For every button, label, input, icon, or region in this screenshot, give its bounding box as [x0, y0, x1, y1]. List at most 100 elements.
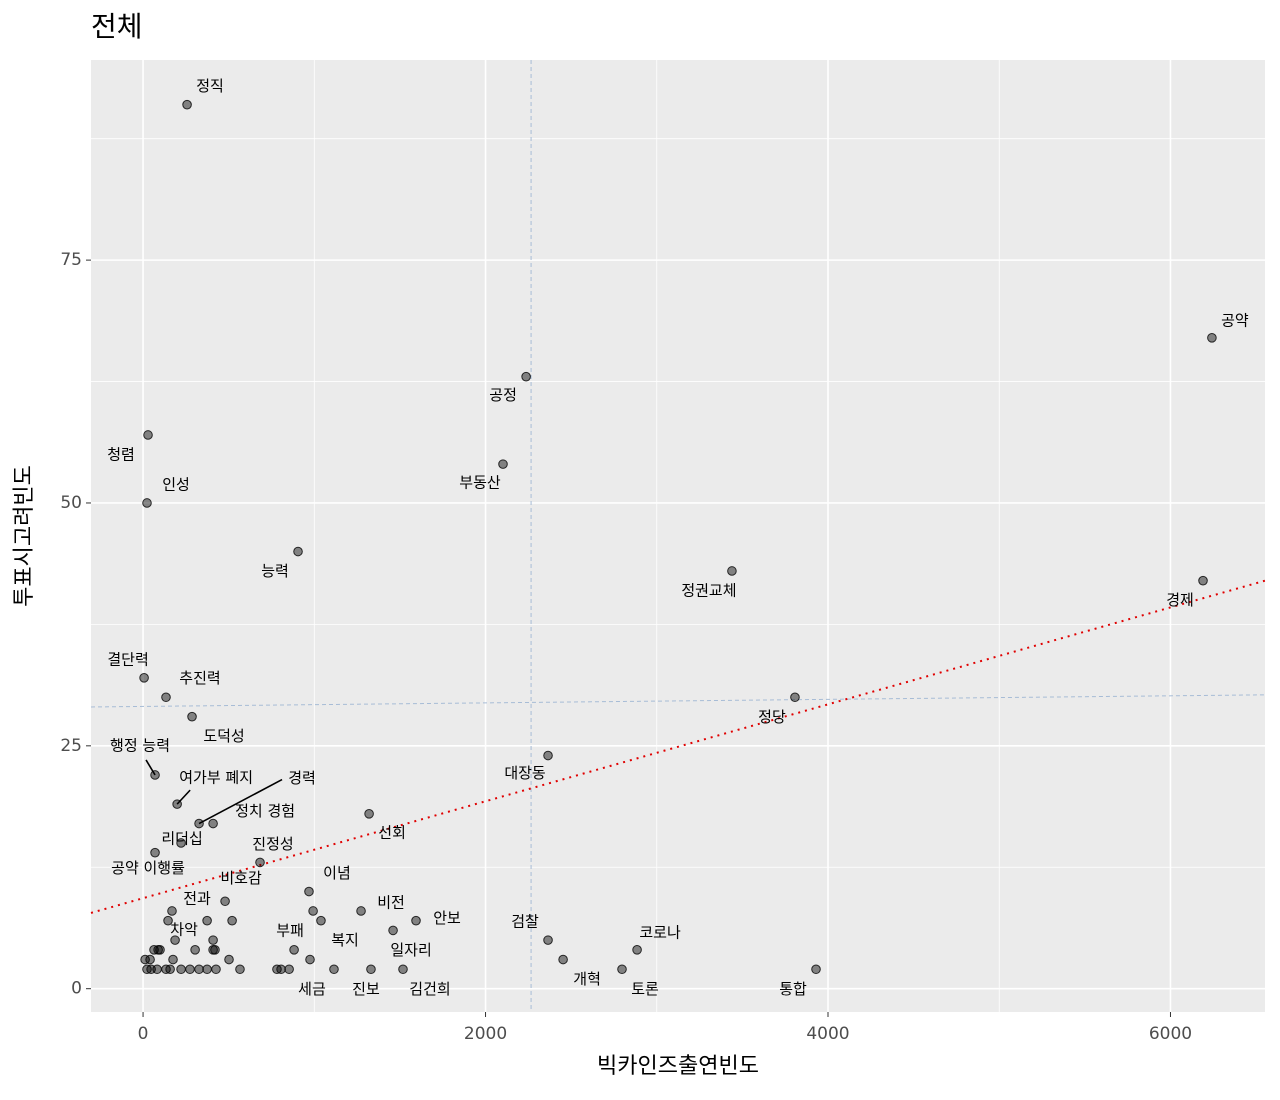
point — [293, 546, 303, 557]
point — [356, 906, 366, 916]
point-label: 안보 — [433, 909, 461, 927]
point — [176, 838, 186, 848]
point-label: 비전 — [377, 893, 405, 911]
point-label: 복지 — [331, 931, 359, 949]
point — [366, 964, 376, 975]
point — [227, 915, 237, 926]
leader-line — [198, 778, 283, 825]
point-label: 부패 — [276, 921, 304, 939]
point — [165, 964, 175, 975]
point — [329, 964, 339, 975]
point-label: 정치 경험 — [235, 802, 295, 820]
point-label: 능력 — [261, 562, 289, 580]
point — [220, 896, 230, 907]
point-label: 일자리 — [390, 941, 431, 959]
point — [167, 906, 177, 916]
point-label: 세금 — [298, 980, 326, 998]
point-label: 통합 — [779, 980, 807, 998]
point — [210, 945, 220, 955]
leader-line — [145, 759, 156, 776]
point-label: 경제 — [1166, 591, 1194, 609]
point — [208, 818, 218, 829]
x-tick-label: 0 — [138, 1024, 149, 1044]
point — [1198, 575, 1208, 586]
point — [143, 430, 153, 440]
point-label: 인성 — [162, 475, 190, 493]
point — [255, 857, 265, 868]
point-label: 부동산 — [459, 474, 501, 492]
point — [289, 945, 299, 955]
point-label: 코로나 — [639, 923, 681, 941]
point — [276, 964, 286, 975]
point — [194, 964, 204, 975]
y-tick-label: 50 — [60, 493, 82, 513]
trend-line — [90, 579, 1266, 914]
point-label: 김건희 — [409, 980, 450, 998]
point — [168, 954, 178, 965]
point — [790, 692, 800, 703]
point — [161, 692, 171, 703]
point-label: 정직 — [196, 77, 224, 95]
point-label: 행정 능력 — [110, 736, 170, 754]
y-tick-label: 25 — [60, 736, 82, 756]
point-label: 정권교체 — [681, 581, 736, 599]
point — [284, 964, 294, 975]
point — [411, 915, 421, 926]
point-label: 토론 — [631, 980, 659, 998]
chart-title: 전체 — [91, 10, 143, 43]
point — [632, 945, 642, 955]
point — [543, 935, 553, 945]
point — [364, 809, 374, 819]
point — [235, 964, 245, 975]
point — [617, 964, 627, 975]
point — [142, 498, 152, 508]
point — [202, 964, 212, 975]
y-tick-label: 75 — [60, 250, 82, 270]
point-label: 청렴 — [107, 445, 135, 463]
point-label: 선회 — [378, 823, 406, 841]
leader-line — [176, 789, 191, 805]
point — [208, 935, 218, 945]
point — [140, 954, 150, 965]
point-label: 공약 — [1221, 311, 1249, 329]
point — [176, 964, 186, 975]
y-tick-label: 0 — [71, 979, 82, 999]
point-label: 비호감 — [220, 869, 262, 887]
point — [170, 935, 180, 945]
point — [727, 566, 737, 576]
point — [304, 886, 314, 897]
point-label: 추진력 — [179, 669, 220, 687]
point — [155, 945, 165, 955]
x-axis-title: 빅카인즈출연빈도 — [597, 1054, 759, 1079]
point — [224, 954, 234, 965]
point-label: 차악 — [170, 921, 198, 939]
point-label: 이념 — [323, 864, 351, 882]
point — [388, 925, 398, 936]
x-tick-label: 6000 — [1149, 1024, 1192, 1044]
point — [190, 945, 200, 955]
point — [398, 964, 408, 975]
point — [543, 750, 553, 761]
point — [163, 915, 173, 926]
point-label: 여가부 폐지 — [179, 769, 253, 787]
point-label: 정당 — [758, 708, 786, 726]
panel — [91, 60, 1265, 1012]
point — [558, 954, 568, 965]
point-label: 경력 — [288, 769, 316, 787]
point — [305, 954, 315, 965]
point-label: 결단력 — [107, 650, 148, 668]
point — [308, 906, 318, 916]
point-label: 공약 이행률 — [111, 859, 185, 877]
point — [1207, 333, 1217, 343]
point — [521, 371, 531, 382]
point-label: 검찰 — [511, 913, 539, 931]
point — [182, 99, 192, 110]
point — [145, 954, 155, 965]
point-label: 대장동 — [504, 764, 546, 782]
x-tick-label: 4000 — [806, 1024, 849, 1044]
point — [150, 847, 160, 858]
point — [211, 964, 221, 975]
point — [202, 915, 212, 926]
